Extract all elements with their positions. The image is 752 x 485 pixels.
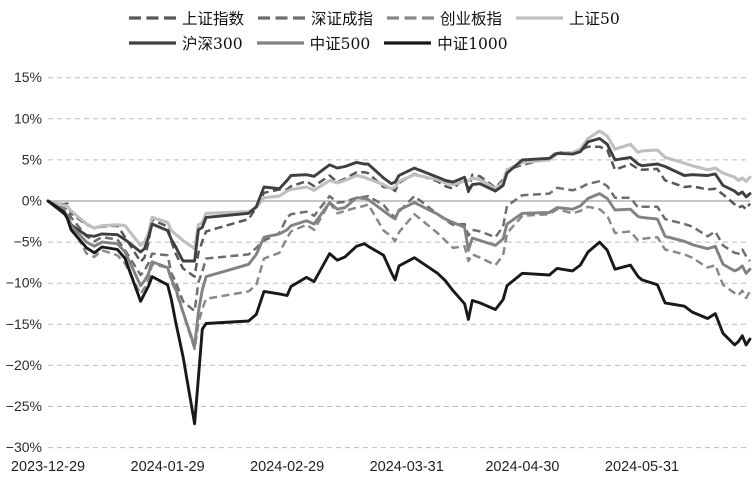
legend-item-csi1000: 中证1000: [384, 32, 508, 54]
dashed-line-marker-icon: [129, 15, 176, 20]
series-line-csi300: [46, 137, 752, 263]
x-tick-label: 2024-05-31: [605, 459, 679, 475]
series-line-csi500: [46, 192, 752, 348]
legend-label: 中证500: [309, 34, 371, 53]
x-tick-label: 2024-04-30: [485, 459, 559, 475]
y-tick-label: 0%: [22, 193, 42, 209]
solid-line-marker-icon: [516, 15, 564, 20]
series-line-chinext: [47, 199, 752, 351]
y-tick-label: −25%: [6, 398, 42, 414]
legend-row-2: 沪深300 中证500 中证1000: [129, 30, 729, 55]
y-tick-label: −15%: [6, 316, 42, 332]
solid-line-marker-icon: [256, 40, 304, 45]
series-line-szse-component: [47, 180, 751, 313]
legend-label: 沪深300: [182, 34, 243, 53]
y-tick-label: 5%: [22, 151, 42, 167]
dashed-line-marker-icon: [258, 15, 306, 20]
legend-row-1: 上证指数 深证成指 创业板指 上证50: [129, 5, 729, 30]
x-tick-label: 2024-01-29: [131, 459, 205, 475]
y-tick-label: −10%: [6, 275, 42, 291]
legend-label: 中证1000: [437, 34, 508, 53]
legend-item-csi500: 中证500: [256, 32, 371, 54]
solid-line-marker-icon: [384, 40, 432, 45]
series-line-csi1000: [46, 199, 752, 426]
y-tick-label: −30%: [6, 439, 42, 455]
legend-label: 上证指数: [182, 9, 245, 28]
y-tick-label: −5%: [14, 234, 42, 250]
legend-item-csi300: 沪深300: [129, 32, 243, 54]
y-axis-tick-labels: 15% 10% 5% 0% −5% −10% −15% −20% −25% −30%: [6, 69, 42, 455]
legend-label: 上证50: [569, 9, 620, 28]
series-lines: [46, 129, 752, 426]
y-tick-label: 10%: [14, 110, 42, 126]
legend-label: 创业板指: [440, 9, 503, 28]
y-tick-label: −20%: [6, 357, 42, 373]
series-line-sse50: [46, 129, 752, 251]
x-tick-label: 2024-03-31: [370, 459, 444, 475]
legend-item-sse-composite: 上证指数: [129, 7, 244, 29]
legend-item-sse50: 上证50: [516, 7, 620, 29]
chart-legend: 上证指数 深证成指 创业板指 上证50 沪深300 中证500 中证1000: [129, 5, 729, 55]
solid-line-marker-icon: [129, 40, 176, 45]
legend-label: 深证成指: [311, 9, 374, 28]
x-tick-label: 2023-12-29: [11, 459, 85, 475]
legend-item-chinext: 创业板指: [387, 7, 502, 29]
x-axis-tick-labels: 2023-12-29 2024-01-29 2024-02-29 2024-03-31…: [11, 459, 679, 475]
y-tick-label: 15%: [14, 69, 42, 85]
dashed-line-marker-icon: [387, 15, 435, 20]
legend-item-szse-component: 深证成指: [258, 7, 373, 29]
x-tick-label: 2024-02-29: [250, 459, 324, 475]
